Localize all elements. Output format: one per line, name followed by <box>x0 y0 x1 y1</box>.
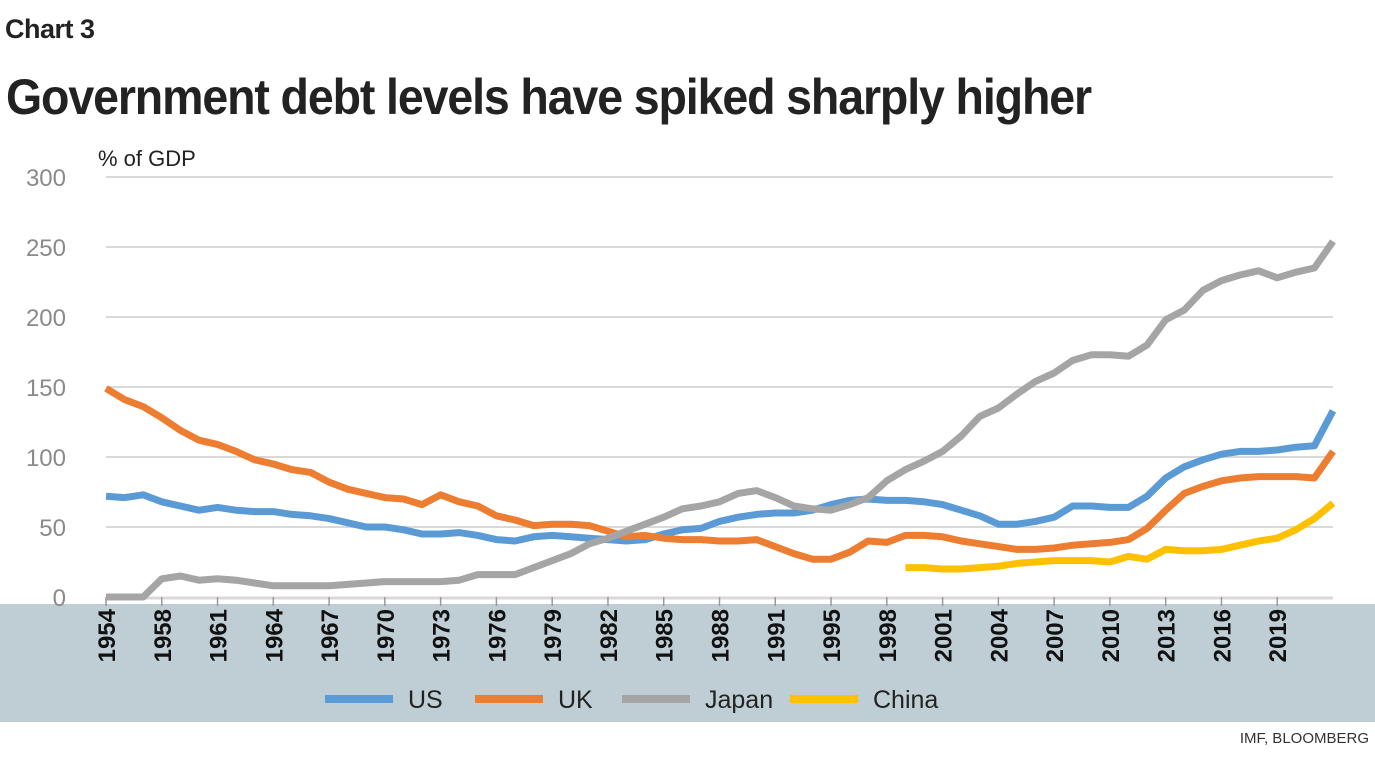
x-tick-label: 2001 <box>931 609 958 662</box>
legend-label-uk: UK <box>558 686 593 714</box>
x-tick-label: 1964 <box>261 608 288 662</box>
y-tick-label: 0 <box>53 585 66 612</box>
x-tick-label: 1995 <box>819 609 846 662</box>
legend-label-china: China <box>873 686 938 714</box>
x-tick-label: 1985 <box>652 609 679 662</box>
x-tick-label: 1973 <box>429 609 456 662</box>
x-tick-label: 2010 <box>1098 609 1125 662</box>
series-line-uk <box>104 385 1336 563</box>
y-tick-label: 100 <box>26 445 66 472</box>
x-tick-label: 2013 <box>1154 609 1181 662</box>
source-credit: IMF, BLOOMBERG <box>1239 730 1369 747</box>
legend-label-japan: Japan <box>705 686 773 714</box>
y-tick-label: 150 <box>26 375 66 402</box>
series-line-us <box>105 409 1337 545</box>
x-tick-label: 1998 <box>875 609 902 662</box>
x-tick-label: 1967 <box>317 609 344 662</box>
x-tick-label: 1976 <box>484 609 511 662</box>
x-tick-label: 1954 <box>94 608 121 662</box>
x-tick-label: 1982 <box>596 609 623 662</box>
y-tick-label: 200 <box>26 305 66 332</box>
x-tick-label: 2007 <box>1042 609 1069 662</box>
y-tick-label: 50 <box>39 515 66 542</box>
series-line-china <box>905 500 1336 573</box>
x-tick-label: 1958 <box>150 609 177 662</box>
x-tick-label: 2016 <box>1209 609 1236 662</box>
x-tick-label: 2019 <box>1265 609 1292 662</box>
y-tick-label: 250 <box>26 235 66 262</box>
y-tick-label: 300 <box>26 165 66 192</box>
y-axis-label: % of GDP <box>98 146 196 171</box>
x-tick-label: 2004 <box>986 608 1013 662</box>
x-tick-label: 1970 <box>373 609 400 662</box>
x-tick-label: 1961 <box>206 609 233 662</box>
x-tick-label: 1988 <box>708 609 735 662</box>
chart-number: Chart 3 <box>5 14 95 44</box>
x-tick-label: 1991 <box>763 609 790 662</box>
x-tick-label: 1979 <box>540 609 567 662</box>
chart-title: Government debt levels have spiked sharp… <box>6 69 1092 125</box>
legend-label-us: US <box>408 686 443 714</box>
series-line-japan <box>106 239 1336 601</box>
